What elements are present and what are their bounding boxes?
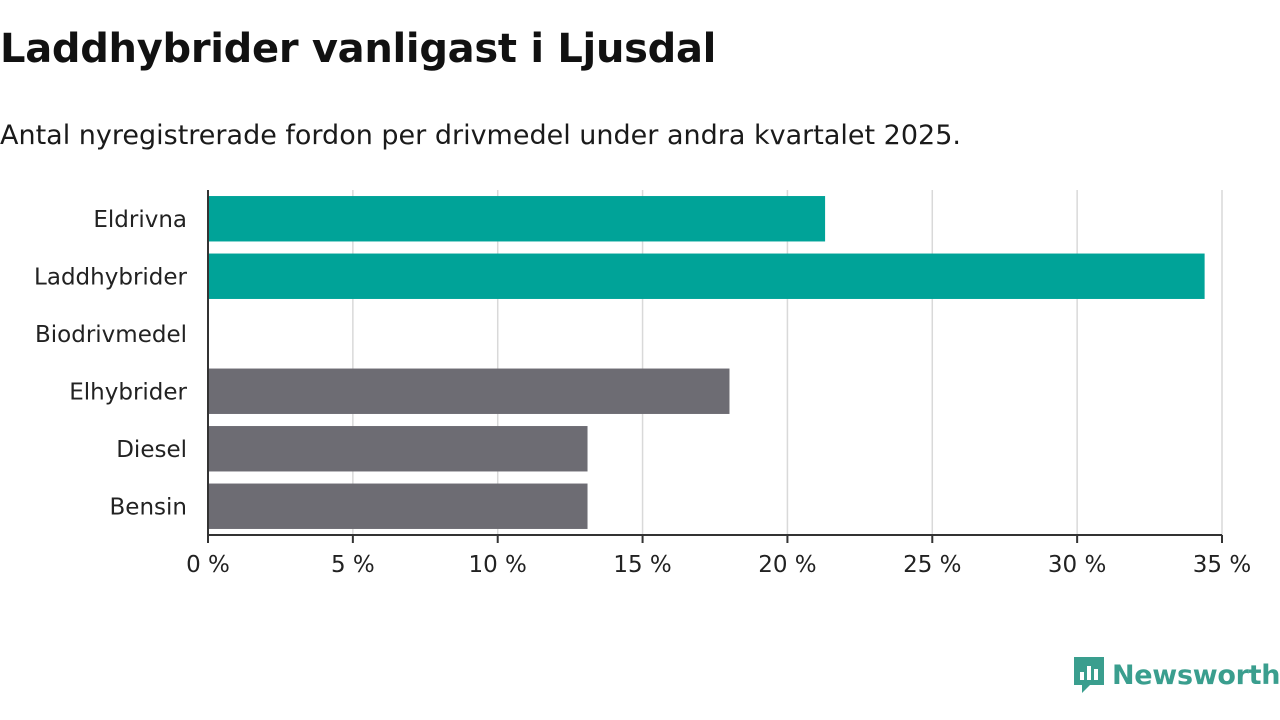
- x-tick-label: 30 %: [1048, 552, 1106, 578]
- bar-diesel: [208, 426, 588, 472]
- bar-laddhybrider: [208, 253, 1205, 299]
- x-tick-label: 35 %: [1193, 552, 1251, 578]
- newsworthy-logo: Newsworthy: [1072, 655, 1280, 695]
- newsworthy-logo-icon: [1074, 657, 1104, 693]
- x-tick-label: 20 %: [758, 552, 816, 578]
- bar-bensin: [208, 483, 588, 529]
- gridlines: [352, 190, 1223, 535]
- category-label: Elhybrider: [69, 379, 187, 405]
- x-tick-label: 5 %: [331, 552, 375, 578]
- bars: [208, 196, 1205, 529]
- category-label: Eldrivna: [93, 207, 187, 233]
- category-label: Bensin: [110, 494, 187, 520]
- chart-subtitle: Antal nyregistrerade fordon per drivmede…: [0, 120, 961, 151]
- category-label: Laddhybrider: [34, 264, 187, 290]
- bar-eldrivna: [208, 196, 826, 242]
- x-tick-label: 0 %: [186, 552, 230, 578]
- category-label: Biodrivmedel: [35, 322, 187, 348]
- chart-title: Laddhybrider vanligast i Ljusdal: [0, 26, 717, 72]
- bar-chart: Eldrivna Laddhybrider Biodrivmedel Elhybrid…: [34, 190, 1251, 578]
- x-tick-label: 10 %: [468, 552, 526, 578]
- bar-elhybrider: [208, 368, 730, 414]
- category-label: Diesel: [116, 437, 187, 463]
- brand-name: Newsworthy: [1112, 659, 1280, 691]
- x-tick-label: 15 %: [613, 552, 671, 578]
- x-tick-label: 25 %: [903, 552, 961, 578]
- x-axis: 0 % 5 % 10 % 15 % 20 % 25 % 30 % 35 %: [186, 190, 1251, 578]
- category-labels: Eldrivna Laddhybrider Biodrivmedel Elhybrid…: [34, 207, 187, 521]
